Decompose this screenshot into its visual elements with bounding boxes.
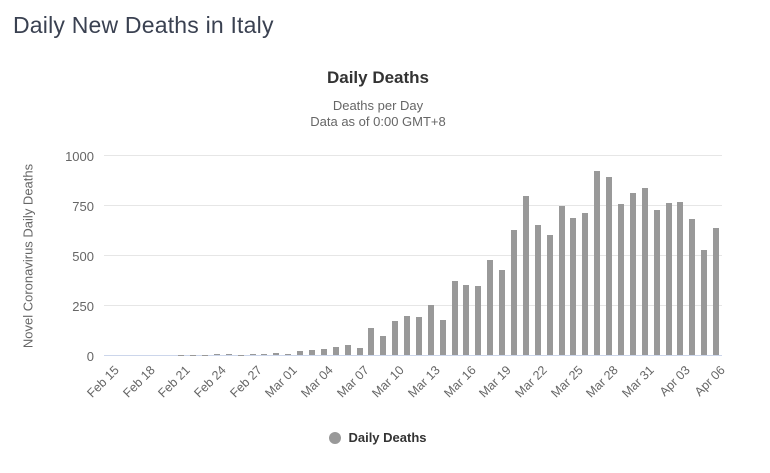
bar-mar-05 — [332, 346, 339, 355]
bar-mar-08 — [368, 328, 375, 355]
bar-mar-28 — [606, 177, 613, 355]
bar-mar-25 — [570, 218, 577, 355]
bar-mar-17 — [475, 286, 482, 355]
x-tick-label: Mar 01 — [262, 363, 301, 401]
bar-feb-28 — [261, 354, 268, 355]
bar-mar-09 — [380, 335, 387, 355]
x-tick-label: Feb 18 — [120, 363, 158, 401]
gridline — [104, 255, 722, 256]
y-tick-label: 1000 — [65, 149, 94, 164]
bar-mar-07 — [356, 347, 363, 355]
bar-apr-06 — [713, 227, 720, 355]
chart-subtitle-line1: Deaths per Day — [332, 98, 424, 113]
x-tick-label: Mar 28 — [583, 363, 621, 401]
bar-mar-06 — [344, 345, 351, 355]
bar-mar-04 — [320, 349, 327, 355]
gridline — [104, 155, 722, 156]
bar-mar-14 — [439, 320, 446, 355]
bar-mar-29 — [617, 203, 624, 355]
legend-label: Daily Deaths — [348, 430, 427, 445]
bar-mar-11 — [404, 315, 411, 355]
bar-apr-04 — [689, 218, 696, 355]
bar-feb-29 — [273, 353, 280, 355]
chart-subtitle-line2: Data as of 0:00 GMT+8 — [310, 114, 446, 129]
y-tick-label: 0 — [86, 349, 94, 364]
bar-mar-10 — [392, 321, 399, 355]
bar-apr-05 — [701, 250, 708, 355]
x-tick-label: Mar 25 — [547, 363, 586, 401]
bar-mar-16 — [463, 285, 470, 355]
x-tick-label: Mar 16 — [440, 363, 479, 401]
x-tick-label: Apr 03 — [656, 363, 693, 399]
plot-area — [104, 155, 722, 356]
legend-marker-icon — [329, 431, 342, 444]
y-tick-label: 750 — [72, 199, 94, 214]
bar-mar-19 — [499, 269, 506, 355]
x-tick-label: Mar 13 — [405, 363, 443, 401]
bar-mar-13 — [427, 305, 434, 355]
bar-mar-23 — [546, 234, 553, 355]
x-tick-label: Apr 06 — [691, 363, 728, 399]
bar-feb-24 — [213, 354, 220, 355]
x-tick-label: Mar 22 — [512, 363, 550, 401]
bar-mar-24 — [558, 206, 565, 355]
bar-feb-25 — [225, 354, 232, 355]
x-tick-label: Mar 31 — [619, 363, 657, 401]
bar-mar-02 — [297, 351, 304, 355]
bar-mar-27 — [594, 171, 601, 355]
bar-mar-18 — [487, 260, 494, 355]
bar-mar-03 — [308, 349, 315, 355]
bar-apr-03 — [677, 201, 684, 355]
bar-mar-01 — [285, 354, 292, 355]
x-tick-label: Mar 19 — [476, 363, 515, 401]
x-tick-label: Feb 27 — [227, 363, 265, 401]
gridline — [104, 305, 722, 306]
x-tick-label: Mar 10 — [369, 363, 408, 401]
bar-mar-21 — [522, 196, 529, 355]
gridline — [104, 205, 722, 206]
bar-mar-20 — [511, 229, 518, 355]
x-tick-label: Feb 15 — [84, 363, 122, 401]
x-tick-label: Mar 07 — [334, 363, 372, 401]
chart-subtitle: Deaths per Day Data as of 0:00 GMT+8 — [0, 98, 756, 130]
x-tick-label: Feb 24 — [191, 363, 229, 401]
page-title: Daily New Deaths in Italy — [13, 12, 274, 38]
bar-mar-31 — [641, 187, 648, 355]
bar-mar-22 — [534, 224, 541, 355]
bar-mar-12 — [415, 317, 422, 355]
legend-item-daily-deaths[interactable]: Daily Deaths — [0, 430, 756, 445]
bar-mar-30 — [629, 192, 636, 355]
x-tick-label: Mar 04 — [298, 363, 336, 401]
y-tick-label: 500 — [72, 249, 94, 264]
bar-apr-01 — [653, 209, 660, 355]
x-tick-label: Feb 21 — [155, 363, 194, 401]
y-tick-label: 250 — [72, 299, 94, 314]
bar-mar-26 — [582, 212, 589, 355]
chart-title: Daily Deaths — [326, 68, 430, 87]
bar-apr-02 — [665, 203, 672, 355]
bar-feb-27 — [249, 354, 256, 355]
bar-mar-15 — [451, 281, 458, 355]
